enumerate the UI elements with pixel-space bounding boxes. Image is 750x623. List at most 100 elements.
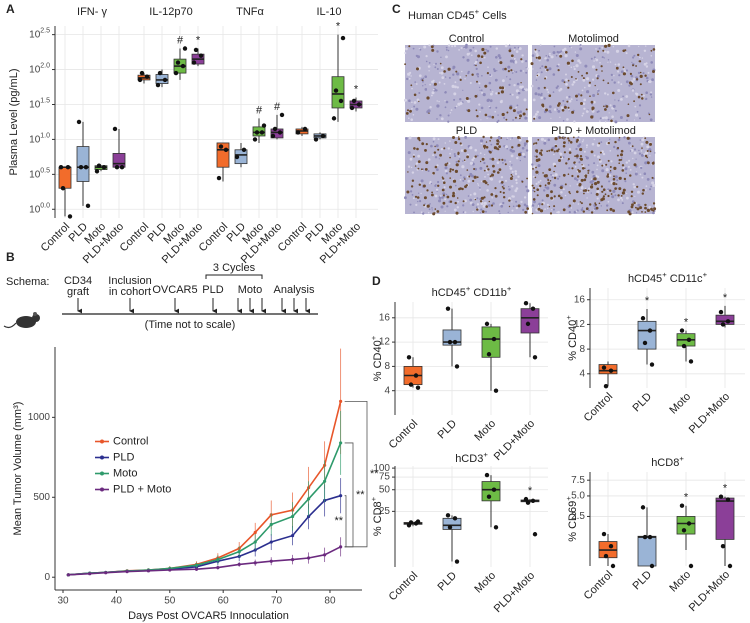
data-point	[718, 309, 724, 315]
x-tick-label: Moto	[667, 569, 693, 595]
texture	[476, 72, 479, 76]
texture	[449, 152, 451, 155]
superscript: 2.0	[40, 63, 50, 70]
texture	[447, 120, 450, 123]
texture	[439, 114, 442, 117]
texture	[614, 194, 617, 197]
stained-cell	[526, 207, 529, 210]
stained-cell	[473, 175, 477, 179]
texture	[546, 207, 549, 210]
texture	[444, 76, 447, 78]
y-tick-label: 25	[379, 506, 391, 517]
texture	[609, 150, 612, 152]
texture	[472, 46, 475, 49]
stained-cell	[598, 202, 601, 205]
stained-cell	[428, 112, 430, 114]
x-tick-label: Moto	[667, 391, 693, 417]
stained-cell	[635, 65, 637, 67]
texture	[512, 150, 516, 153]
y-axis-label: Mean Tumor Volume (mm³)	[12, 402, 24, 536]
texture	[519, 69, 523, 73]
stained-cell	[553, 176, 557, 180]
texture	[543, 97, 546, 100]
text-part: 10	[29, 29, 41, 40]
stained-cell	[591, 106, 595, 110]
texture	[645, 76, 649, 80]
stained-cell	[581, 74, 583, 77]
texture	[647, 71, 650, 74]
data-point	[530, 306, 536, 311]
schema-event: Analysis	[274, 284, 315, 296]
texture	[595, 48, 597, 50]
stained-cell	[424, 149, 427, 152]
texture	[580, 190, 582, 192]
texture	[506, 137, 509, 139]
stained-cell	[544, 77, 547, 80]
data-point	[718, 494, 724, 499]
texture	[596, 164, 599, 167]
stained-cell	[596, 180, 600, 184]
x-tick-label: Moto	[472, 418, 498, 444]
significance: **	[370, 468, 379, 480]
stained-cell	[459, 142, 462, 145]
data-point	[137, 77, 143, 83]
stained-cell	[628, 81, 632, 85]
data-point	[269, 540, 273, 544]
data-point	[323, 479, 327, 483]
texture	[430, 182, 433, 185]
stained-cell	[571, 110, 575, 114]
texture	[516, 111, 520, 114]
stained-cell	[405, 112, 409, 115]
stained-cell	[589, 203, 592, 206]
texture	[418, 74, 422, 78]
texture	[621, 199, 624, 201]
texture	[407, 165, 411, 168]
stained-cell	[498, 141, 500, 143]
stained-cell	[596, 187, 599, 191]
stained-cell	[564, 136, 566, 139]
texture	[412, 197, 415, 200]
stained-cell	[646, 150, 649, 152]
texture	[633, 151, 637, 155]
texture	[479, 111, 481, 113]
texture	[573, 66, 575, 68]
texture	[597, 110, 600, 113]
texture	[639, 139, 641, 141]
stained-cell	[457, 137, 461, 141]
texture	[637, 203, 641, 207]
stained-cell	[558, 159, 561, 162]
texture	[480, 139, 484, 143]
stained-cell	[627, 210, 631, 214]
stained-cell	[602, 195, 606, 198]
texture	[515, 205, 518, 208]
texture	[481, 91, 484, 94]
y-tick-label: 100	[373, 463, 390, 474]
texture	[565, 73, 567, 76]
texture	[482, 204, 486, 208]
texture	[552, 162, 556, 166]
stained-cell	[618, 158, 621, 162]
data-point	[269, 559, 273, 563]
texture	[496, 120, 499, 123]
texture	[640, 153, 644, 157]
y-tick-label: 1000	[28, 412, 51, 423]
box	[481, 481, 501, 502]
texture	[648, 205, 651, 209]
texture	[486, 99, 490, 102]
texture	[569, 185, 571, 187]
texture	[429, 83, 431, 86]
y-tick-label: 5.0	[571, 491, 585, 502]
stained-cell	[489, 175, 492, 178]
texture	[519, 138, 522, 142]
texture	[553, 183, 557, 187]
texture	[617, 70, 620, 73]
data-point	[104, 571, 108, 575]
stained-cell	[456, 197, 459, 199]
stained-cell	[617, 194, 620, 197]
texture	[555, 86, 558, 90]
stained-cell	[596, 77, 599, 80]
texture	[453, 44, 457, 48]
text-part: Cells	[479, 10, 507, 22]
texture	[651, 78, 654, 82]
stained-cell	[531, 184, 534, 187]
